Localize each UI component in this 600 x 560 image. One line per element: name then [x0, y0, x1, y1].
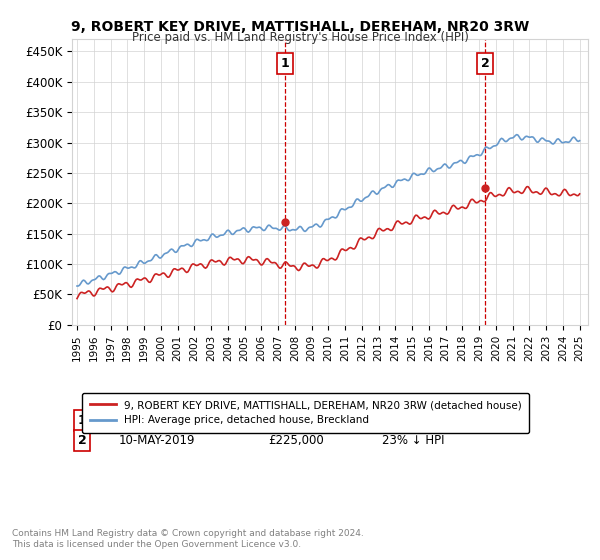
- Text: £168,950: £168,950: [268, 414, 324, 427]
- Legend: 9, ROBERT KEY DRIVE, MATTISHALL, DEREHAM, NR20 3RW (detached house), HPI: Averag: 9, ROBERT KEY DRIVE, MATTISHALL, DEREHAM…: [82, 393, 529, 433]
- Text: 1: 1: [78, 414, 86, 427]
- Text: Contains HM Land Registry data © Crown copyright and database right 2024.
This d: Contains HM Land Registry data © Crown c…: [12, 529, 364, 549]
- Text: 10-MAY-2019: 10-MAY-2019: [118, 434, 195, 447]
- Text: 23% ↓ HPI: 23% ↓ HPI: [382, 434, 444, 447]
- Text: 26% ↓ HPI: 26% ↓ HPI: [382, 414, 444, 427]
- Text: £225,000: £225,000: [268, 434, 324, 447]
- Text: 1: 1: [281, 57, 289, 70]
- Text: 2: 2: [481, 57, 490, 70]
- Text: Price paid vs. HM Land Registry's House Price Index (HPI): Price paid vs. HM Land Registry's House …: [131, 31, 469, 44]
- Text: 9, ROBERT KEY DRIVE, MATTISHALL, DEREHAM, NR20 3RW: 9, ROBERT KEY DRIVE, MATTISHALL, DEREHAM…: [71, 20, 529, 34]
- Text: 01-JUN-2007: 01-JUN-2007: [118, 414, 193, 427]
- Text: 2: 2: [78, 434, 86, 447]
